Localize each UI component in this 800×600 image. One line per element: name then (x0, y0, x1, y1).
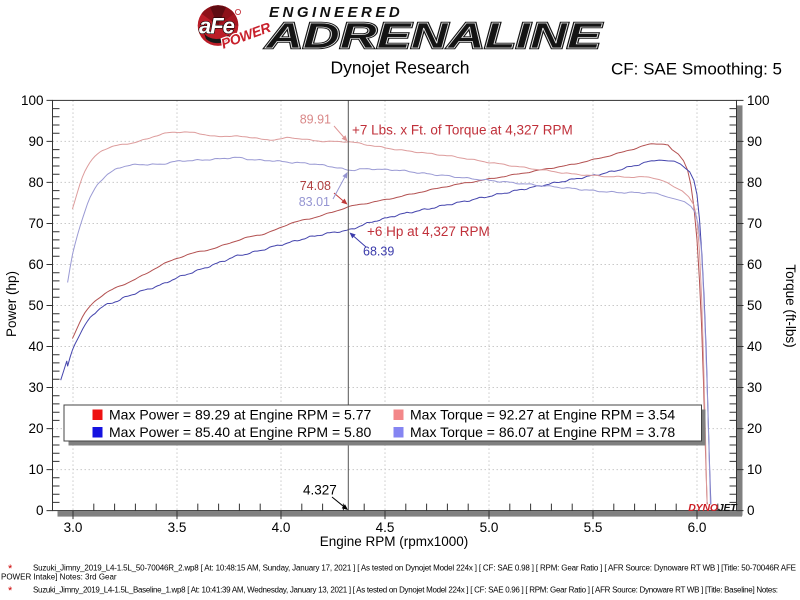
svg-text:90: 90 (28, 134, 43, 149)
svg-text:4.0: 4.0 (272, 520, 291, 535)
svg-text:0: 0 (36, 503, 44, 518)
svg-text:+7 Lbs. x Ft. of Torque at 4,3: +7 Lbs. x Ft. of Torque at 4,327 RPM (352, 123, 573, 138)
svg-text:4.5: 4.5 (376, 520, 395, 535)
svg-text:70: 70 (28, 216, 43, 231)
svg-text:+6 Hp at 4,327 RPM: +6 Hp at 4,327 RPM (367, 224, 490, 239)
svg-text:10: 10 (747, 462, 762, 477)
svg-text:aFe: aFe (199, 14, 235, 39)
svg-text:*: * (8, 563, 13, 575)
svg-text:Max Power = 89.29 at Engine RP: Max Power = 89.29 at Engine RPM = 5.77 (109, 407, 371, 423)
svg-text:Dynojet Research: Dynojet Research (330, 58, 469, 78)
svg-text:POWER Intake] Notes: 3rd Gear: POWER Intake] Notes: 3rd Gear (1, 573, 117, 582)
svg-text:60: 60 (747, 257, 762, 272)
svg-text:40: 40 (28, 339, 43, 354)
svg-text:DYNOJET: DYNOJET (688, 502, 738, 514)
svg-text:100: 100 (747, 93, 770, 108)
svg-text:Engine RPM (rpmx1000): Engine RPM (rpmx1000) (320, 534, 469, 549)
svg-text:90: 90 (747, 134, 762, 149)
svg-text:Max Torque = 92.27 at Engine R: Max Torque = 92.27 at Engine RPM = 3.54 (410, 407, 675, 423)
svg-text:68.39: 68.39 (363, 245, 394, 259)
svg-text:ENGINEERED: ENGINEERED (269, 4, 403, 21)
svg-text:74.08: 74.08 (300, 179, 331, 193)
svg-text:89.91: 89.91 (300, 113, 331, 127)
svg-text:ADRENALINE: ADRENALINE (265, 16, 603, 56)
svg-text:80: 80 (747, 175, 762, 190)
svg-text:10: 10 (28, 462, 43, 477)
svg-text:3.0: 3.0 (64, 520, 83, 535)
svg-text:Max Power = 85.40 at Engine RP: Max Power = 85.40 at Engine RPM = 5.80 (109, 424, 371, 440)
svg-text:20: 20 (747, 421, 762, 436)
svg-text:Power (hp): Power (hp) (4, 271, 19, 337)
svg-text:100: 100 (21, 93, 44, 108)
svg-text:Suzuki_Jimny_2019_L4-1.5L_Base: Suzuki_Jimny_2019_L4-1.5L_Baseline_1.wp8… (33, 586, 778, 595)
svg-text:5.5: 5.5 (584, 520, 603, 535)
svg-text:ADRENALINE: ADRENALINE (265, 16, 603, 56)
svg-text:Torque (ft-lbs): Torque (ft-lbs) (783, 264, 798, 347)
svg-text:6.0: 6.0 (688, 520, 707, 535)
svg-text:20: 20 (28, 421, 43, 436)
svg-text:CF: SAE Smoothing: 5: CF: SAE Smoothing: 5 (611, 60, 782, 79)
svg-text:*: * (8, 585, 13, 597)
svg-text:40: 40 (747, 339, 762, 354)
svg-text:80: 80 (28, 175, 43, 190)
svg-text:50: 50 (28, 298, 43, 313)
svg-text:60: 60 (28, 257, 43, 272)
svg-text:30: 30 (747, 380, 762, 395)
svg-text:50: 50 (747, 298, 762, 313)
svg-text:0: 0 (747, 503, 755, 518)
svg-text:5.0: 5.0 (480, 520, 499, 535)
svg-text:83.01: 83.01 (299, 195, 330, 209)
svg-text:70: 70 (747, 216, 762, 231)
svg-text:Max Torque = 86.07 at Engine R: Max Torque = 86.07 at Engine RPM = 3.78 (410, 424, 675, 440)
svg-text:3.5: 3.5 (168, 520, 187, 535)
svg-text:30: 30 (28, 380, 43, 395)
svg-text:Suzuki_Jimny_2019_L4-1.5L_50-7: Suzuki_Jimny_2019_L4-1.5L_50-70046R_2.wp… (33, 564, 796, 573)
svg-text:4.327: 4.327 (303, 483, 337, 498)
